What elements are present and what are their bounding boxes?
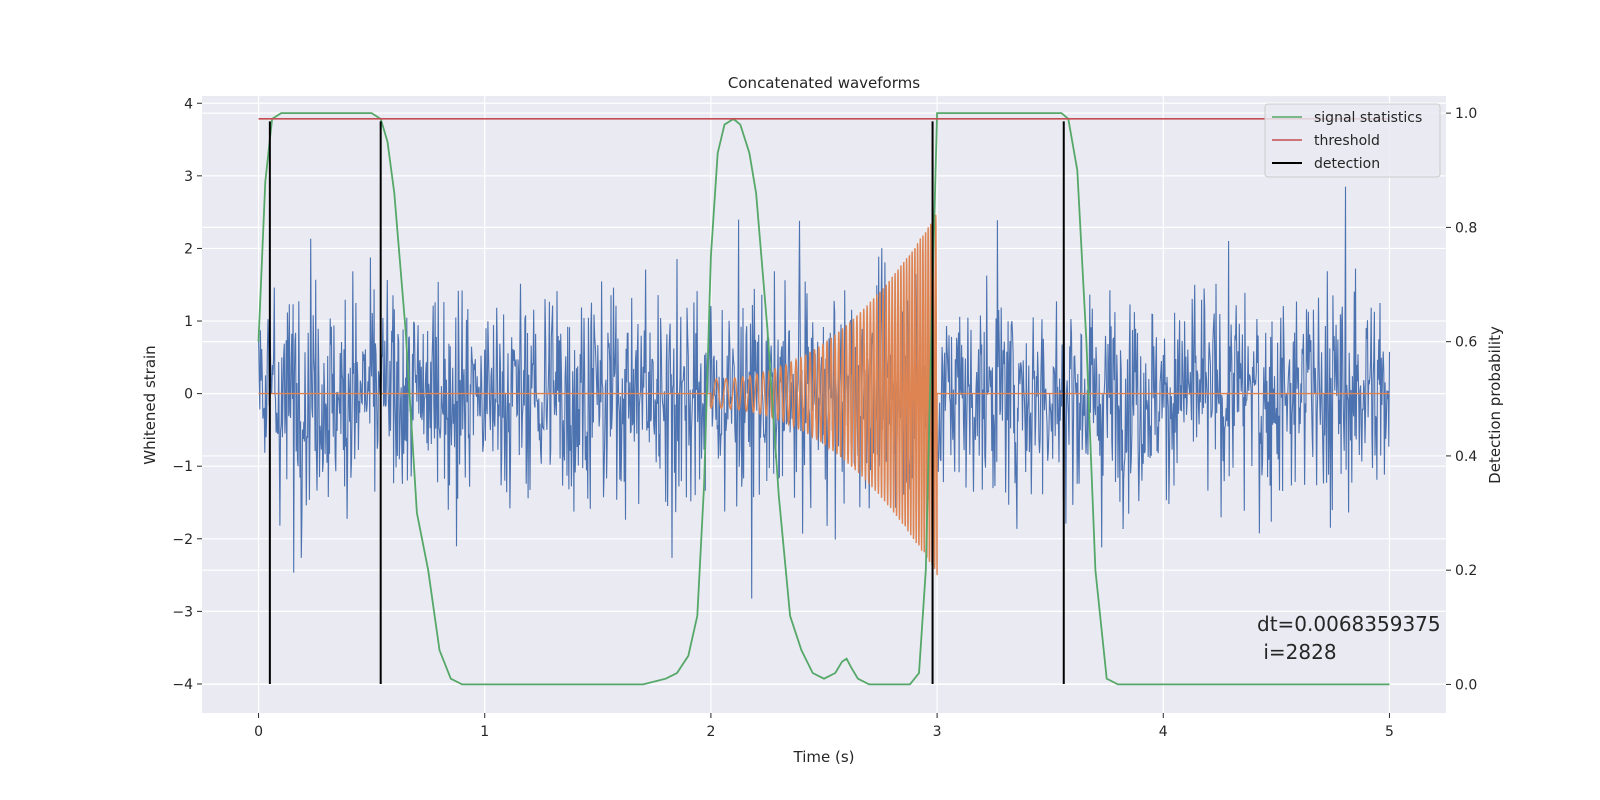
annotation-dt: dt=0.0068359375 (1257, 612, 1441, 636)
template-line (258, 214, 1390, 576)
y-axis-label-left: Whitened strain (141, 345, 159, 464)
y-tick-label-left: 0 (184, 387, 193, 403)
x-tick-label: 3 (933, 724, 942, 740)
legend-label-detection: detection (1314, 156, 1380, 172)
y-axis-label-right: Detection probability (1486, 326, 1504, 484)
y-tick-label-left: −2 (172, 532, 193, 548)
legend-label-signal-statistics: signal statistics (1314, 110, 1422, 126)
y-tick-label-right: 0.2 (1455, 563, 1477, 579)
y-tick-label-left: 1 (184, 314, 193, 330)
y-tick-label-left: −4 (172, 677, 193, 693)
x-tick-label: 5 (1385, 724, 1394, 740)
x-tick-label: 2 (706, 724, 715, 740)
signal-statistics-line (257, 112, 1390, 686)
y-tick-label-right: 0.6 (1455, 335, 1477, 351)
legend: signal statistics threshold detection (1264, 103, 1441, 178)
y-tick-label-left: 4 (184, 96, 193, 112)
y-tick-label-left: 3 (184, 169, 193, 185)
x-tick-label: 4 (1159, 724, 1168, 740)
legend-label-threshold: threshold (1314, 133, 1380, 149)
legend-box (1264, 103, 1441, 178)
y-tick-label-left: −3 (172, 604, 193, 620)
axes: 0 1 2 3 4 5 −4 −3 −2 −1 0 1 2 3 4 0.0 0.2 0.4 0.6 0.8 1.0 (172, 96, 1477, 740)
chart-title: Concatenated waveforms (728, 74, 920, 92)
y-tick-label-left: 2 (184, 241, 193, 257)
y-tick-label-right: 1.0 (1455, 106, 1477, 122)
template-series (258, 214, 1390, 576)
x-tick-label: 0 (254, 724, 263, 740)
y-tick-label-right: 0.0 (1455, 677, 1477, 693)
x-axis-label: Time (s) (793, 748, 855, 766)
x-tick-label: 1 (480, 724, 489, 740)
signal-statistics-series (257, 112, 1390, 686)
y-tick-label-left: −1 (172, 459, 193, 475)
detection-series (268, 121, 1065, 684)
y-tick-label-right: 0.8 (1455, 220, 1477, 236)
annotation-i: i=2828 (1257, 640, 1337, 664)
y-tick-label-right: 0.4 (1455, 449, 1477, 465)
